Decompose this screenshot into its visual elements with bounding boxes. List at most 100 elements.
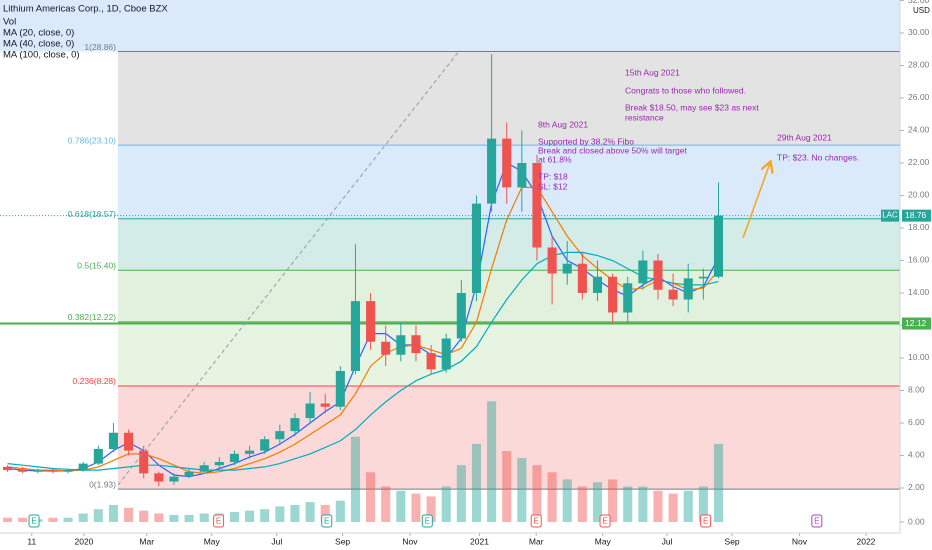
- volume-bar: [532, 465, 542, 522]
- candle-body: [502, 138, 512, 188]
- candle-body: [608, 276, 618, 313]
- x-tick-label: 2022: [857, 536, 876, 546]
- annotation-text: 8th Aug 2021: [538, 119, 588, 129]
- annotation-text: Congrats to those who followed.: [625, 85, 746, 95]
- annotation: 8th Aug 2021 Supported by 38.2% Fibo Bre…: [538, 119, 687, 191]
- volume-bar: [124, 507, 134, 522]
- annotation-text: Break $18.50, may see $23 as next: [625, 102, 759, 112]
- x-tick-label: May: [595, 536, 612, 546]
- symbol-tag-label: LAC: [882, 211, 898, 220]
- volume-bar: [275, 506, 285, 522]
- annotation-text: Supported by 38.2% Fibo: [538, 136, 634, 146]
- ma-line: [7, 251, 719, 471]
- candle-body: [63, 470, 73, 472]
- y-tick-label: 30.00: [908, 27, 930, 37]
- candle-body: [275, 431, 285, 440]
- volume-bar: [668, 493, 678, 522]
- annotation-text: resistance: [625, 112, 664, 122]
- event-label: E: [602, 517, 607, 526]
- fib-label: 0.5(15.40): [77, 260, 116, 270]
- event-label: E: [814, 517, 819, 526]
- candle-body: [547, 247, 557, 274]
- fib-label: 0.236(8.28): [73, 376, 117, 386]
- candle-body: [93, 448, 103, 464]
- annotation: 29th Aug 2021 TP: $23. No changes.: [777, 132, 859, 162]
- legend-item: MA (100, close, 0): [3, 50, 80, 61]
- volume-bar: [366, 472, 376, 522]
- candle-body: [290, 418, 300, 432]
- volume-bar: [169, 514, 179, 522]
- y-tick-label: 32.00: [908, 0, 930, 5]
- volume-bar: [154, 513, 164, 522]
- event-label: E: [31, 517, 36, 526]
- annotation-text: TP: $23. No changes.: [777, 152, 859, 162]
- candle-body: [441, 338, 451, 370]
- symbol-tag: [881, 209, 899, 222]
- fib-label: 1(28.86): [84, 42, 116, 52]
- event-marker: [811, 514, 823, 528]
- annotation-text: at 61.8%: [538, 154, 572, 164]
- volume-bar: [108, 504, 118, 522]
- candle-body: [108, 432, 118, 449]
- volume-bar: [139, 510, 149, 522]
- fib-label: 0(1.93): [89, 479, 116, 489]
- event-marker: [213, 514, 225, 528]
- candle-body: [456, 292, 466, 339]
- y2-tick-label: 0.00: [908, 516, 925, 526]
- candle-body: [471, 203, 482, 293]
- volume-bar: [320, 504, 330, 522]
- volume-bar: [229, 512, 239, 522]
- legend-item: MA (20, close, 0): [3, 28, 74, 39]
- volume-bar: [396, 490, 406, 522]
- fib-label: 0.786(23.10): [68, 135, 116, 145]
- fib-band: [118, 51, 900, 146]
- volume-bar: [683, 490, 693, 522]
- volume-bar: [441, 486, 451, 522]
- candle-body: [653, 260, 663, 290]
- candle-body: [411, 335, 421, 354]
- candle-body: [577, 263, 587, 293]
- annotation-text: SL: $12: [538, 181, 568, 191]
- annotation-text: Break and closed above 50% will target: [538, 145, 687, 155]
- x-tick-label: 2020: [74, 536, 93, 546]
- volume-bar: [350, 436, 360, 522]
- volume-bar: [381, 486, 391, 522]
- volume-bar: [608, 479, 618, 522]
- event-label: E: [216, 517, 221, 526]
- candle-body: [487, 138, 497, 204]
- volume-bar: [562, 479, 572, 522]
- volume-bar: [411, 493, 421, 522]
- y-tick-label: 20.00: [908, 190, 930, 200]
- candle-body: [214, 461, 224, 466]
- fib-band: [118, 218, 900, 271]
- candle-body: [305, 403, 315, 419]
- volume-bar: [487, 401, 497, 522]
- x-tick-label: Nov: [402, 536, 418, 546]
- y-tick-label: 18.00: [908, 222, 930, 232]
- currency: USD: [913, 6, 930, 15]
- candle-body: [381, 341, 391, 355]
- candle-body: [426, 353, 436, 370]
- x-tick-label: May: [204, 536, 221, 546]
- volume-bar: [592, 482, 603, 522]
- candle-body: [320, 403, 330, 407]
- candle-body: [592, 276, 603, 293]
- event-marker: [700, 514, 712, 528]
- candle-body: [683, 278, 693, 300]
- event-label: E: [425, 517, 430, 526]
- volume-bar: [547, 472, 557, 522]
- event-marker: [599, 514, 611, 528]
- volume-bar: [184, 514, 194, 522]
- event-marker: [530, 514, 542, 528]
- price-axis: [900, 0, 932, 550]
- fib-label: 0.382(12.22): [68, 312, 116, 322]
- volume-bar: [305, 502, 315, 522]
- x-tick-label: Jul: [271, 536, 282, 546]
- candle-body: [245, 450, 255, 454]
- x-tick-label: Sep: [335, 536, 350, 546]
- candle-body: [48, 470, 58, 472]
- volume-bar: [623, 486, 633, 522]
- candle-body: [124, 432, 134, 451]
- fib-label: 0.618(18.57): [68, 209, 116, 219]
